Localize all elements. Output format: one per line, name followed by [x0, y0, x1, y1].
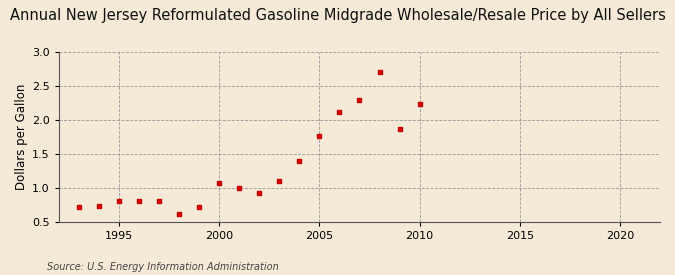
Point — [134, 199, 144, 204]
Point — [314, 133, 325, 138]
Point — [374, 70, 385, 75]
Text: Annual New Jersey Reformulated Gasoline Midgrade Wholesale/Resale Price by All S: Annual New Jersey Reformulated Gasoline … — [9, 8, 666, 23]
Point — [214, 181, 225, 185]
Point — [173, 211, 184, 216]
Point — [294, 158, 305, 163]
Point — [414, 102, 425, 106]
Point — [94, 204, 105, 208]
Point — [74, 205, 84, 209]
Point — [154, 199, 165, 204]
Point — [234, 186, 244, 191]
Y-axis label: Dollars per Gallon: Dollars per Gallon — [15, 84, 28, 190]
Point — [354, 97, 365, 102]
Point — [254, 191, 265, 196]
Point — [334, 109, 345, 114]
Text: Source: U.S. Energy Information Administration: Source: U.S. Energy Information Administ… — [47, 262, 279, 272]
Point — [194, 205, 205, 209]
Point — [394, 126, 405, 131]
Point — [113, 199, 124, 204]
Point — [274, 179, 285, 183]
